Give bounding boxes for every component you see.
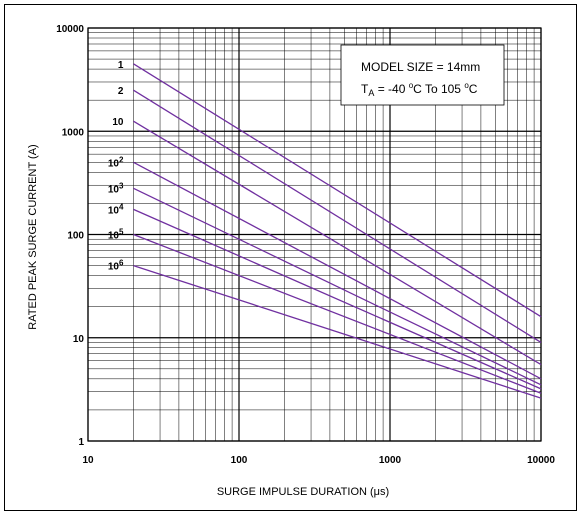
temp-range-start: = -40	[374, 82, 408, 96]
x-axis-title: SURGE IMPULSE DURATION (μs)	[217, 486, 389, 498]
degree-symbol-1: o	[409, 81, 414, 90]
series-line-1	[133, 63, 542, 318]
model-info-box-border	[340, 44, 505, 106]
y-tick-label: 10000	[56, 24, 84, 35]
series-labels: 1 2 10 102 103 104 105 106	[108, 60, 124, 273]
series-line-10-4	[133, 208, 542, 390]
major-gridlines	[87, 27, 542, 442]
series-label-10-3: 103	[108, 181, 124, 195]
y-tick-label: 10	[73, 334, 85, 345]
series-line-10	[133, 120, 542, 366]
temperature-range-label: TA = -40 oC To 105 oC	[361, 81, 478, 98]
degree-symbol-2: o	[464, 81, 469, 90]
temp-range-mid: C To 105	[413, 82, 464, 96]
series-label-10-6: 106	[108, 259, 124, 273]
plot-border	[87, 27, 542, 442]
model-info-box: MODEL SIZE = 14mm TA = -40 oC To 105 oC	[340, 44, 505, 106]
series-line-10-6	[133, 264, 542, 399]
series-label-1: 1	[118, 60, 124, 71]
chart-frame: MODEL SIZE = 14mm TA = -40 oC To 105 oC …	[4, 4, 577, 511]
series-label-10-2: 102	[108, 155, 124, 169]
x-tick-label: 100	[231, 455, 248, 466]
series-label-10: 10	[112, 117, 124, 128]
chart-svg: MODEL SIZE = 14mm TA = -40 oC To 105 oC …	[27, 24, 555, 498]
model-size-label: MODEL SIZE = 14mm	[361, 60, 480, 74]
x-tick-label: 10000	[527, 455, 555, 466]
series-line-2	[133, 89, 542, 344]
x-tick-label: 1000	[379, 455, 402, 466]
series-line-10-5	[133, 233, 542, 394]
y-axis-title: RATED PEAK SURGE CURRENT (A)	[27, 144, 39, 329]
series-lines	[133, 63, 542, 399]
series-line-10-3	[133, 187, 542, 386]
temp-range-end: C	[469, 82, 478, 96]
y-tick-label: 1000	[62, 127, 85, 138]
x-tick-label: 10	[82, 455, 94, 466]
series-label-10-4: 104	[108, 202, 124, 216]
series-line-10-2	[133, 161, 542, 380]
temp-symbol: T	[361, 82, 369, 96]
x-tick-labels: 10 100 1000 10000	[82, 455, 555, 466]
y-tick-label: 100	[67, 231, 84, 242]
series-label-2: 2	[118, 86, 124, 97]
temp-subscript: A	[368, 88, 374, 98]
series-label-10-5: 105	[108, 228, 124, 242]
y-tick-labels: 1 10 100 1000 10000	[56, 24, 84, 448]
y-tick-label: 1	[78, 437, 84, 448]
